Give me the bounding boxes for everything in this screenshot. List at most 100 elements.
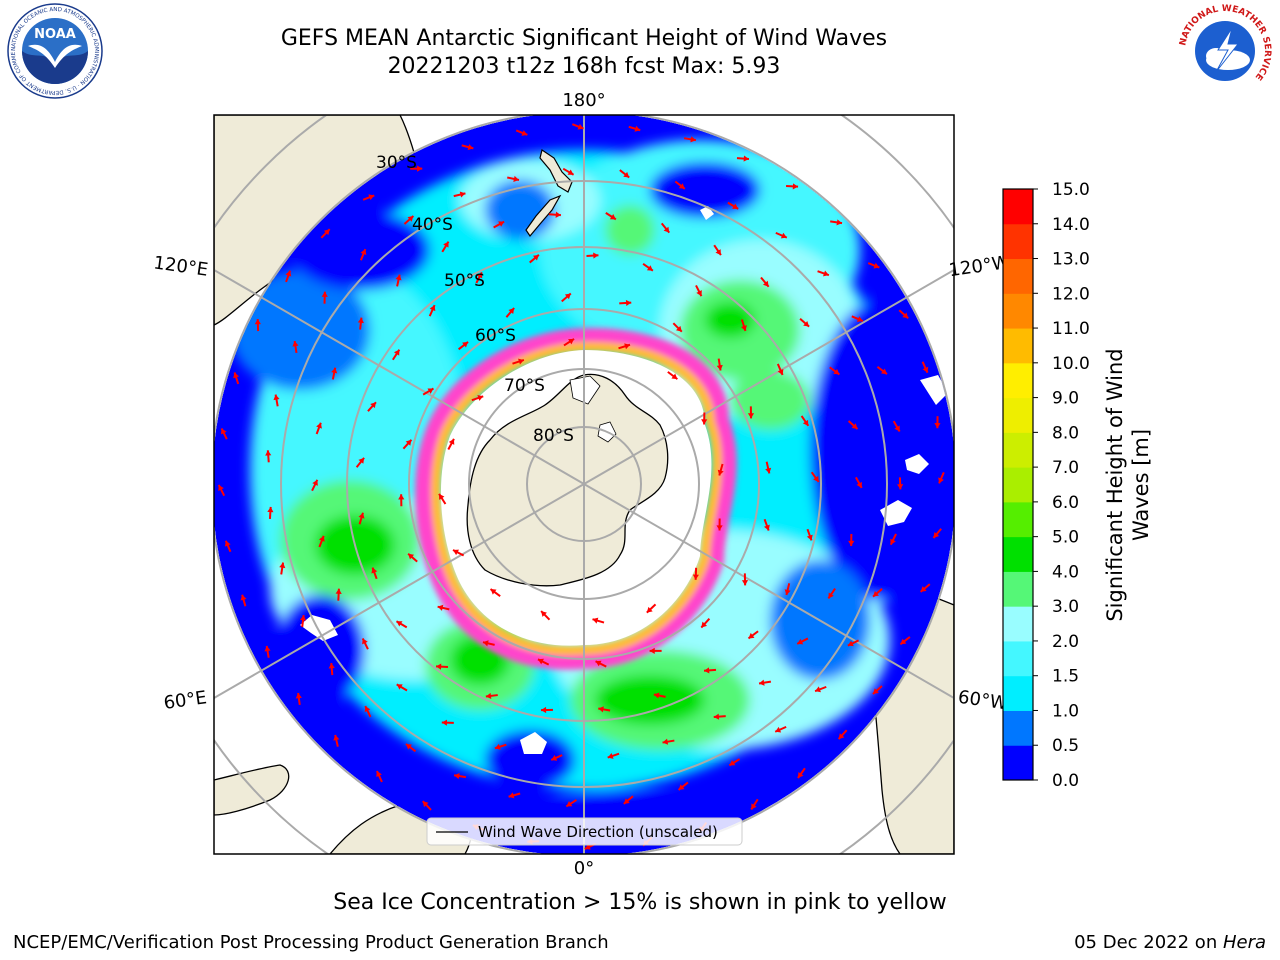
wind-wave-arrowhead [240,594,247,601]
colorbar-segment [1003,675,1033,711]
wind-wave-arrowhead [333,734,340,741]
colorbar-segment [1003,467,1033,503]
wind-wave-arrowhead [429,305,436,312]
wind-wave-arrowhead [537,658,544,665]
wind-wave-arrowhead [764,524,770,531]
colorbar-tick-label: 3.0 [1052,597,1079,617]
chart-subtitle: 20221203 t12z 168h fcst Max: 5.93 [387,54,781,79]
colorbar-segment [1003,745,1033,781]
lon-label-120w: 120°W [947,252,1011,281]
lat-label-40s: 40°S [412,215,453,235]
wind-wave-arrowhead [803,320,810,327]
wind-wave-arrowhead [717,469,724,476]
wind-wave-arrowhead [254,319,261,325]
wind-wave-arrowhead [813,475,819,482]
wind-wave-arrowhead [564,293,571,300]
colorbar-segment [1003,432,1033,468]
wind-wave-arrowhead [518,358,524,365]
wind-wave-arrowhead [704,667,710,674]
colorbar-tick-label: 0.0 [1052,771,1079,791]
wind-wave-arrowhead [775,726,782,733]
wind-wave-arrowhead [541,611,547,617]
wind-wave-arrowhead [797,772,804,779]
wind-wave-arrowhead [696,290,702,297]
wind-wave-arrowhead [701,621,708,628]
wind-wave-arrowhead [318,535,325,542]
wind-wave-arrowhead [405,439,412,446]
colorbar-segment [1003,606,1033,642]
wind-wave-arrowhead [593,252,599,259]
wind-wave-arrowhead [595,660,602,667]
wind-wave-arrowhead [806,534,813,541]
map-legend: Wind Wave Direction (unscaled) [426,817,743,846]
wind-wave-arrowhead [476,272,483,279]
map-frame [213,114,955,855]
wind-wave-arrowhead [376,771,382,778]
wind-wave-arrowhead [802,419,809,426]
wind-wave-arrowhead [279,562,286,569]
wind-wave-arrowhead [494,743,501,750]
wind-wave-arrowhead [498,221,505,227]
colorbar-segment [1003,501,1033,538]
graticule [214,115,954,854]
wind-wave-arrowhead [900,638,907,645]
land-new-zealand [525,149,573,238]
wind-wave-arrowhead [577,123,584,130]
lon-label-0: 0° [574,858,594,879]
wind-wave-arrowhead [435,663,442,670]
wind-wave-arrowhead [715,249,721,256]
wind-wave-arrowhead [285,270,292,277]
wind-wave-arrowhead [568,338,575,345]
colorbar-tick-label: 9.0 [1052,389,1079,409]
wind-wave-arrowhead [264,645,271,652]
wind-wave-arrowhead [555,211,561,218]
colorbar-tick-label: 10.0 [1052,354,1090,374]
wind-wave-arrowhead [370,402,376,409]
wind-wave-arrowhead [551,755,558,761]
wind-wave-arrowhead [323,229,330,236]
wind-wave-arrowhead [490,589,497,595]
colorbar-segment [1003,258,1033,294]
wind-wave-arrowhead [267,506,274,513]
wind-wave-arrowhead [321,291,328,297]
wind-wave-arrowhead [221,428,227,435]
open-ice-patches [300,206,948,754]
colorbar-segment [1003,571,1033,607]
wind-wave-arrowhead [675,325,682,332]
wind-wave-arrowhead [873,590,879,597]
wind-wave-arrowhead [646,606,653,613]
wind-wave-arrowhead [848,540,855,547]
wind-wave-arrowhead [362,638,368,645]
colorbar-segment [1003,223,1033,260]
lat-label-60s: 60°S [475,326,516,346]
wind-wave-arrowhead [408,553,415,560]
wind-wave-arrowhead [609,214,616,220]
wind-wave-arrowhead [265,450,272,456]
wind-wave-arrowhead [467,144,474,151]
wind-wave-arrowhead [393,349,400,356]
wind-wave-arrowhead [532,254,539,261]
colorbar-tick-label: 14.0 [1052,215,1090,235]
wind-wave-arrowhead [335,588,342,594]
wind-wave-arrowhead [938,477,944,484]
wind-wave-arrowhead [765,467,772,474]
wind-wave-arrowhead [448,438,455,445]
wind-wave-arrowhead [713,713,720,720]
caption: Sea Ice Concentration > 15% is shown in … [333,890,947,915]
wind-wave-arrowhead [836,219,843,226]
wind-wave-arrowhead [872,688,879,694]
colorbar-segment [1003,293,1033,329]
wind-wave-arrowhead [922,366,929,373]
wind-wave-arrowhead [405,744,412,750]
wind-wave-arrowhead [625,299,632,307]
colorbar-segment [1003,362,1033,399]
wind-wave-arrowhead [729,760,736,766]
wind-wave-arrowhead [443,241,449,248]
wind-wave-arrowhead [422,801,429,808]
wind-wave-arrowhead [873,262,880,269]
wind-wave-arrowhead [894,425,900,432]
wind-wave-arrowhead [623,171,630,178]
noaa-logo-text: NOAA [34,27,76,42]
wind-wave-arrowhead [623,798,630,804]
wind-wave-arrowhead [441,719,448,726]
